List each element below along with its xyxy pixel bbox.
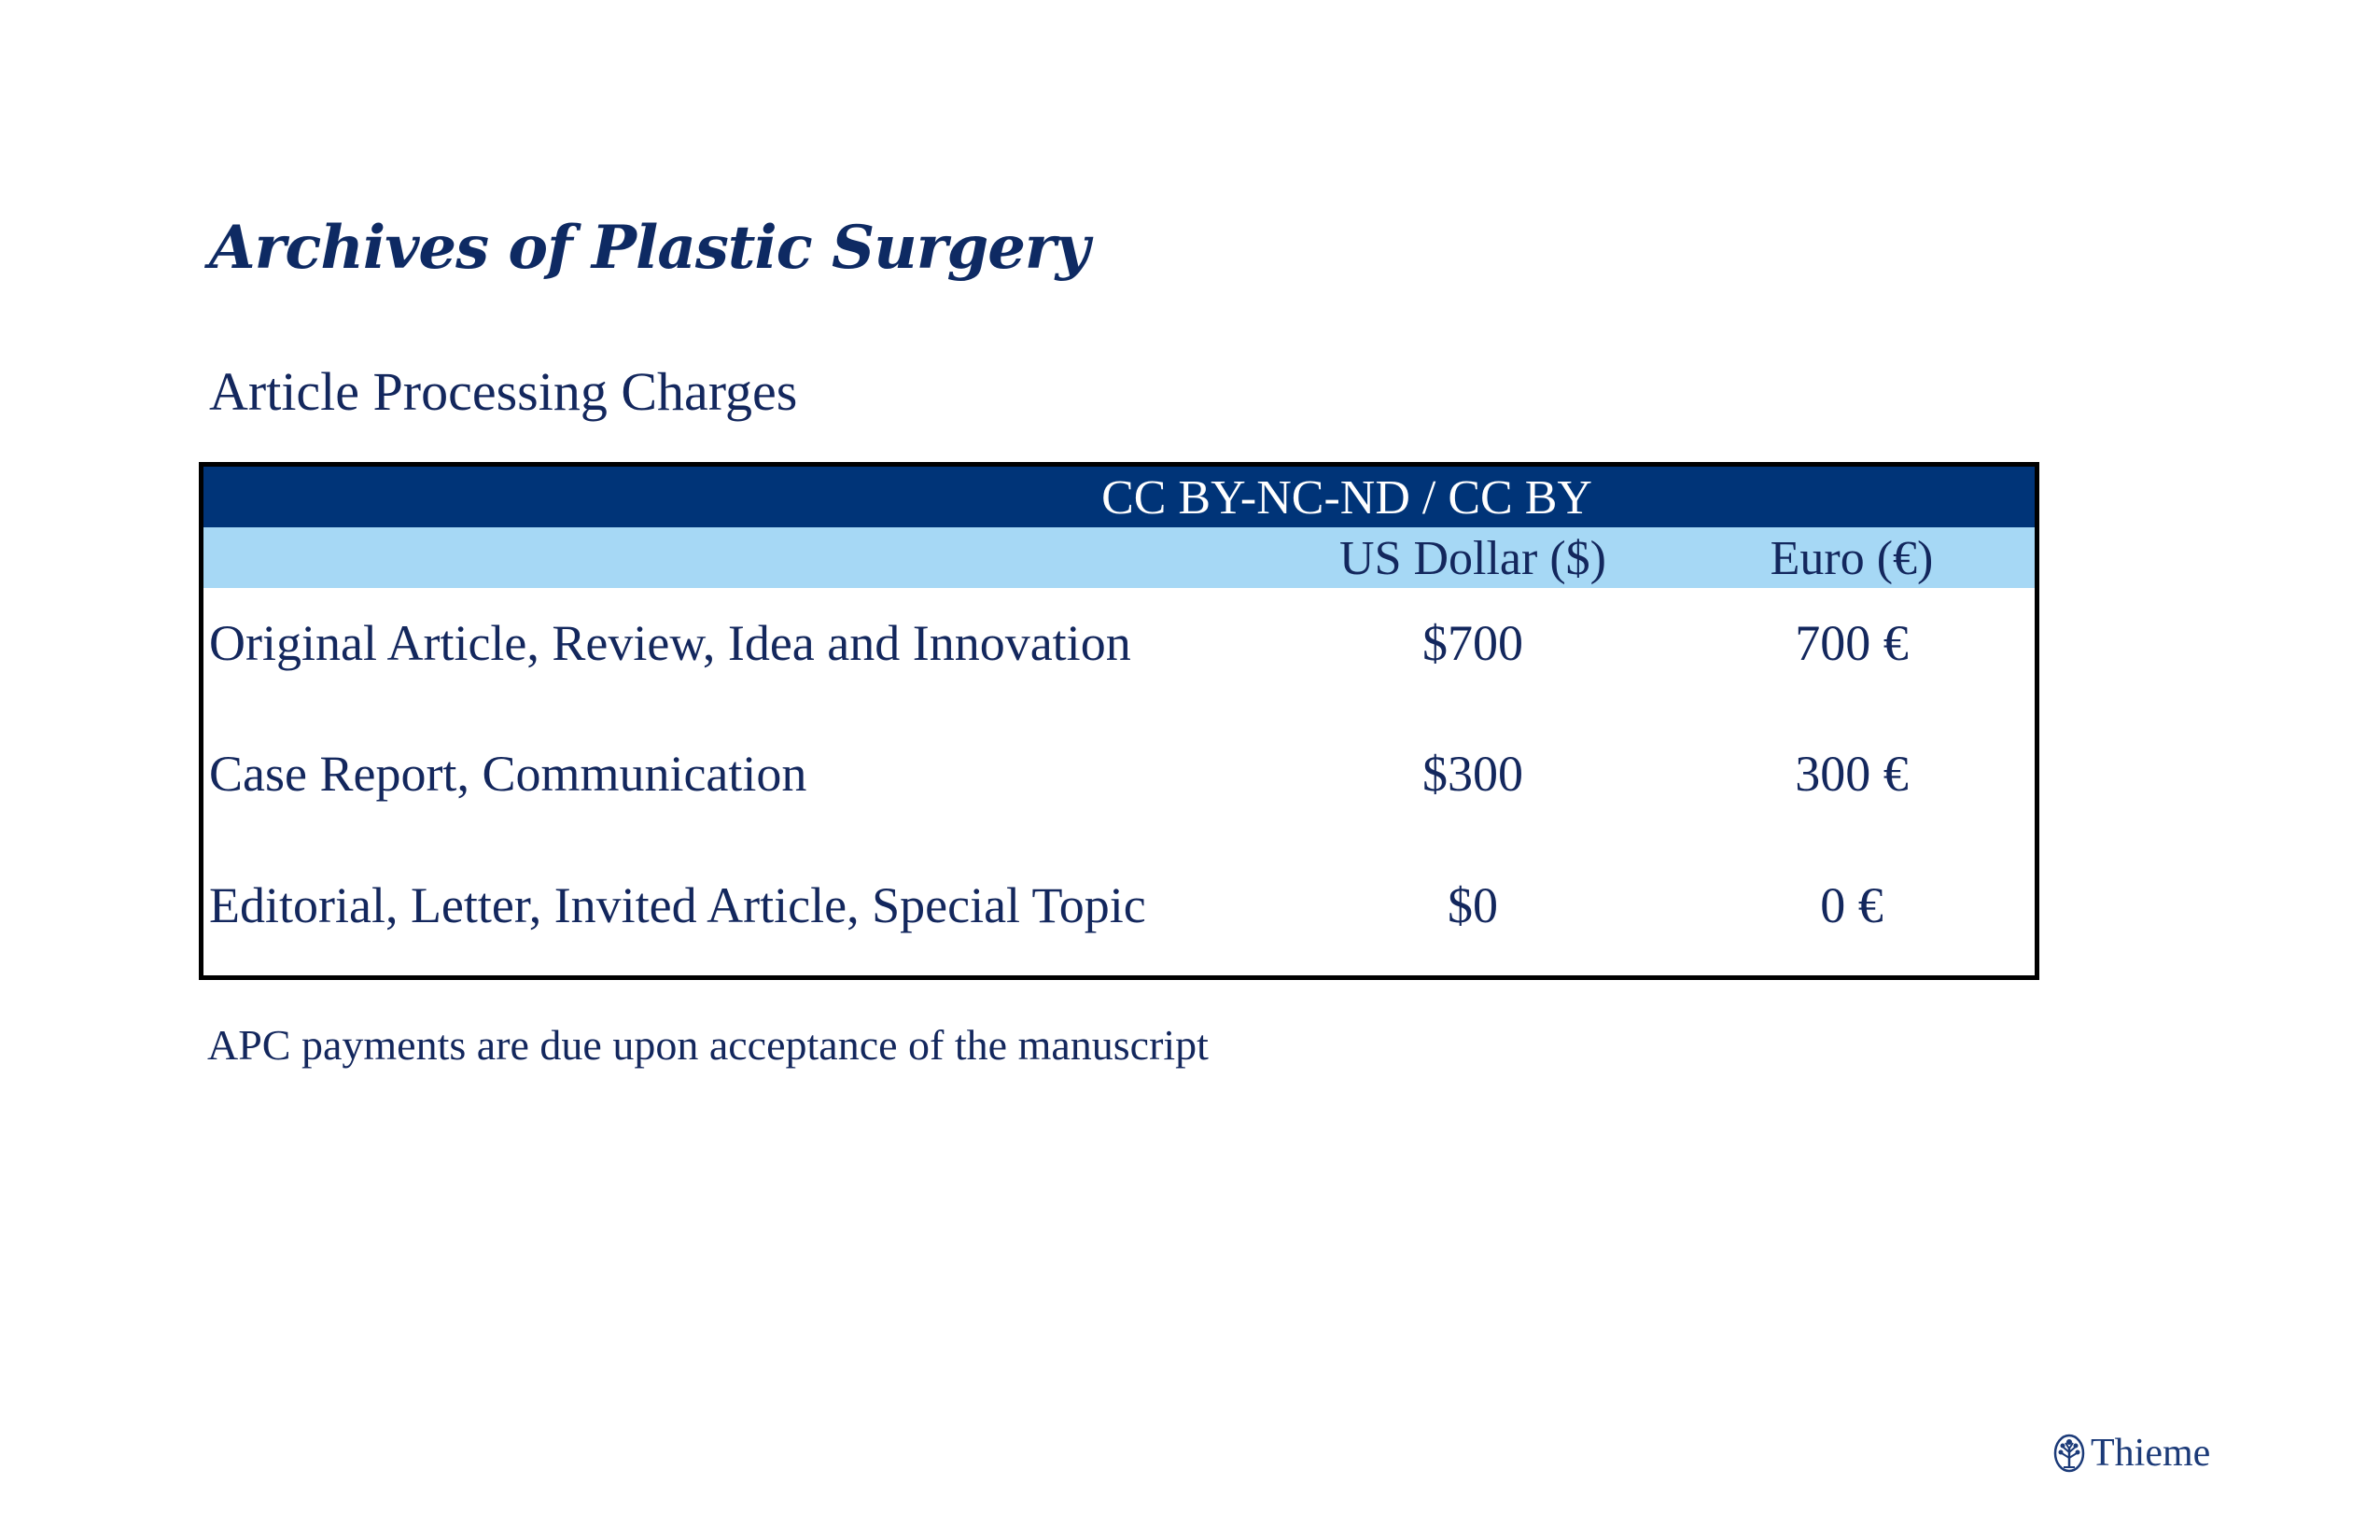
- usd-column-header: US Dollar ($): [1339, 532, 1606, 585]
- table-row: Original Article, Review, Idea and Innov…: [203, 618, 2035, 721]
- currency-header-row: US Dollar ($) Euro (€): [203, 527, 2035, 588]
- thieme-tree-emblem-icon: [2053, 1434, 2085, 1473]
- journal-title: Archives of Plastic Surgery: [209, 213, 1090, 283]
- publisher-logo: Thieme: [2053, 1430, 2210, 1477]
- eur-price: 700 €: [1795, 615, 1909, 671]
- usd-price: $0: [1448, 877, 1498, 933]
- license-header: CC BY-NC-ND / CC BY: [1101, 471, 1592, 525]
- usd-price: $300: [1422, 746, 1523, 802]
- page-subtitle: Article Processing Charges: [209, 361, 798, 422]
- table-row: Case Report, Communication $300 300 €: [203, 749, 2035, 851]
- publisher-name: Thieme: [2091, 1432, 2211, 1475]
- eur-price: 300 €: [1795, 746, 1909, 802]
- article-type-label: Original Article, Review, Idea and Innov…: [209, 615, 1131, 671]
- eur-price: 0 €: [1820, 877, 1883, 933]
- payment-footnote: APC payments are due upon acceptance of …: [207, 1021, 1209, 1069]
- article-type-label: Case Report, Communication: [209, 746, 807, 802]
- usd-price: $700: [1422, 615, 1523, 671]
- license-header-row: CC BY-NC-ND / CC BY: [203, 467, 2035, 527]
- apc-table: CC BY-NC-ND / CC BY US Dollar ($) Euro (…: [199, 462, 2039, 980]
- table-row: Editorial, Letter, Invited Article, Spec…: [203, 880, 2035, 983]
- article-type-label: Editorial, Letter, Invited Article, Spec…: [209, 877, 1146, 933]
- eur-column-header: Euro (€): [1770, 532, 1934, 585]
